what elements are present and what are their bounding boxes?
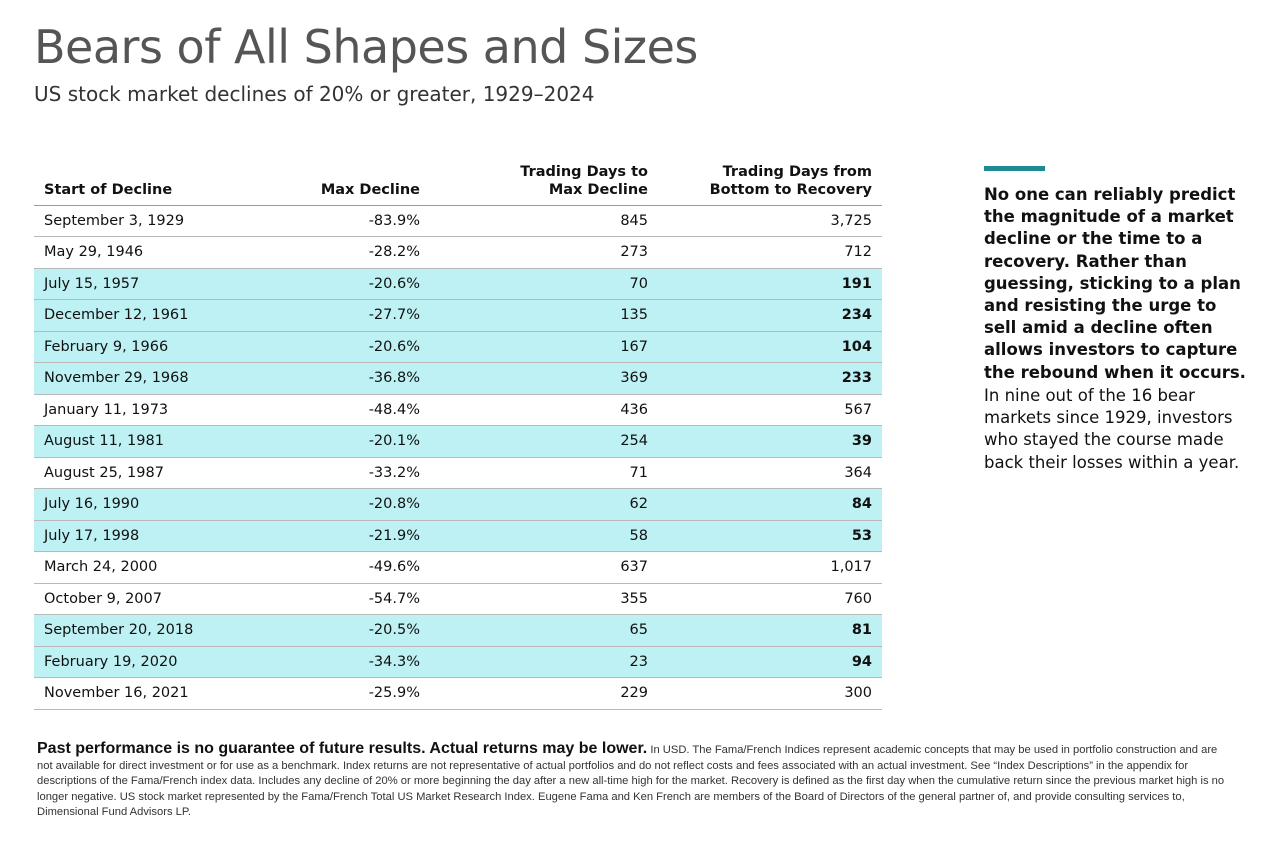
cell-days-to-max: 71 [430,457,658,489]
cell-days-recovery: 39 [658,425,882,458]
cell-days-recovery: 233 [658,362,882,395]
table-row: July 17, 1998 -21.9% 58 53 [34,520,882,552]
cell-start: September 3, 1929 [34,205,254,237]
cell-days-recovery: 94 [658,646,882,678]
cell-days-recovery: 760 [658,583,882,615]
table-row: September 3, 1929 -83.9% 845 3,725 [34,205,882,237]
table-row: July 15, 1957 -20.6% 70 191 [34,268,882,300]
cell-days-recovery: 712 [658,236,882,269]
cell-days-to-max: 254 [430,425,658,458]
cell-start: May 29, 1946 [34,236,254,269]
cell-start: August 11, 1981 [34,425,254,458]
cell-max-decline: -83.9% [254,205,430,237]
cell-start: August 25, 1987 [34,457,254,489]
cell-start: November 16, 2021 [34,677,254,710]
cell-start: February 19, 2020 [34,646,254,678]
cell-days-recovery: 191 [658,268,882,300]
cell-start: January 11, 1973 [34,394,254,426]
cell-days-recovery: 81 [658,614,882,647]
cell-start: October 9, 2007 [34,583,254,615]
cell-max-decline: -20.6% [254,268,430,300]
page-title: Bears of All Shapes and Sizes [34,20,698,74]
cell-max-decline: -21.9% [254,520,430,552]
cell-days-to-max: 273 [430,236,658,269]
table-body: September 3, 1929 -83.9% 845 3,725 May 2… [34,205,882,710]
footnote-body: In USD. The Fama/French Indices represen… [37,744,1225,819]
cell-days-to-max: 436 [430,394,658,426]
bear-markets-table: Start of Decline Max Decline Trading Day… [34,158,882,710]
header-days-to-max-line2: Max Decline [548,181,648,198]
cell-days-to-max: 845 [430,205,658,237]
table-header-row: Start of Decline Max Decline Trading Day… [34,158,882,206]
cell-start: July 16, 1990 [34,488,254,521]
cell-days-to-max: 167 [430,331,658,363]
table-row: November 29, 1968 -36.8% 369 233 [34,362,882,395]
cell-days-to-max: 135 [430,299,658,332]
cell-start: February 9, 1966 [34,331,254,363]
header-days-to-recovery-line2: Bottom to Recovery [709,181,872,198]
cell-start: July 17, 1998 [34,520,254,552]
cell-max-decline: -48.4% [254,394,430,426]
header-days-to-max-line1: Trading Days to [520,163,648,180]
cell-days-to-max: 637 [430,551,658,584]
cell-days-recovery: 300 [658,677,882,710]
cell-max-decline: -54.7% [254,583,430,615]
cell-days-to-max: 62 [430,488,658,521]
cell-start: March 24, 2000 [34,551,254,584]
cell-max-decline: -36.8% [254,362,430,395]
header-days-to-max: Trading Days to Max Decline [430,158,658,206]
table-row: May 29, 1946 -28.2% 273 712 [34,236,882,269]
header-days-to-recovery: Trading Days from Bottom to Recovery [658,158,882,206]
cell-days-to-max: 23 [430,646,658,678]
cell-max-decline: -27.7% [254,299,430,332]
cell-days-recovery: 3,725 [658,205,882,237]
table-row: August 11, 1981 -20.1% 254 39 [34,425,882,458]
table-row: February 9, 1966 -20.6% 167 104 [34,331,882,363]
cell-max-decline: -34.3% [254,646,430,678]
cell-start: September 20, 2018 [34,614,254,647]
accent-bar [984,166,1045,171]
cell-days-to-max: 355 [430,583,658,615]
cell-days-recovery: 1,017 [658,551,882,584]
cell-days-recovery: 53 [658,520,882,552]
cell-max-decline: -20.6% [254,331,430,363]
cell-days-to-max: 369 [430,362,658,395]
sidebar-stat-note: In nine out of the 16 bear markets since… [984,386,1240,472]
cell-days-recovery: 364 [658,457,882,489]
cell-start: December 12, 1961 [34,299,254,332]
cell-max-decline: -20.5% [254,614,430,647]
cell-days-recovery: 84 [658,488,882,521]
cell-max-decline: -49.6% [254,551,430,584]
table-row: August 25, 1987 -33.2% 71 364 [34,457,882,489]
table-row: October 9, 2007 -54.7% 355 760 [34,583,882,615]
page-subtitle: US stock market declines of 20% or great… [34,82,595,106]
cell-days-to-max: 229 [430,677,658,710]
cell-days-recovery: 234 [658,299,882,332]
cell-days-to-max: 58 [430,520,658,552]
cell-max-decline: -33.2% [254,457,430,489]
cell-max-decline: -25.9% [254,677,430,710]
header-days-to-recovery-line1: Trading Days from [722,163,872,180]
header-start-of-decline: Start of Decline [34,158,254,206]
table-row: July 16, 1990 -20.8% 62 84 [34,488,882,521]
header-max-decline: Max Decline [254,158,430,206]
table-row: January 11, 1973 -48.4% 436 567 [34,394,882,426]
footnote-lead: Past performance is no guarantee of futu… [37,740,648,757]
cell-start: November 29, 1968 [34,362,254,395]
cell-days-to-max: 70 [430,268,658,300]
table-row: February 19, 2020 -34.3% 23 94 [34,646,882,678]
cell-max-decline: -28.2% [254,236,430,269]
table-row: September 20, 2018 -20.5% 65 81 [34,614,882,647]
cell-days-recovery: 104 [658,331,882,363]
table-row: December 12, 1961 -27.7% 135 234 [34,299,882,332]
cell-max-decline: -20.1% [254,425,430,458]
cell-days-recovery: 567 [658,394,882,426]
sidebar-key-message: No one can reliably predict the magnitud… [984,185,1246,382]
cell-start: July 15, 1957 [34,268,254,300]
table-row: November 16, 2021 -25.9% 229 300 [34,677,882,710]
table-row: March 24, 2000 -49.6% 637 1,017 [34,551,882,584]
cell-days-to-max: 65 [430,614,658,647]
cell-max-decline: -20.8% [254,488,430,521]
disclosure-footnote: Past performance is no guarantee of futu… [37,741,1227,821]
